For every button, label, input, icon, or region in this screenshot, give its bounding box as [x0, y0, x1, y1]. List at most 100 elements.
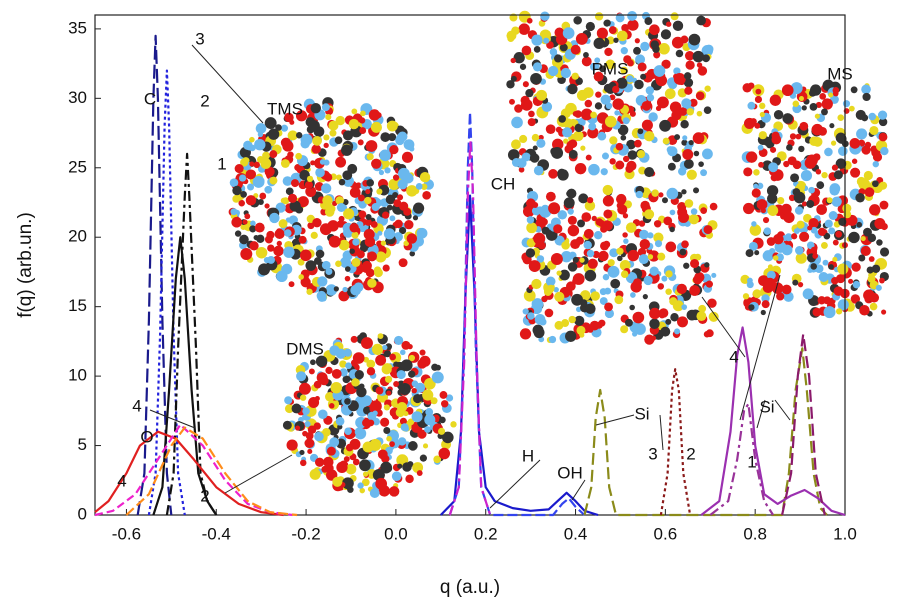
atom [565, 330, 577, 342]
atom [338, 239, 350, 251]
atom [553, 224, 563, 234]
atom [420, 183, 428, 191]
atom [522, 308, 529, 315]
atom [771, 131, 780, 140]
atom [609, 158, 616, 165]
atom [612, 85, 620, 94]
atom [674, 134, 681, 141]
line [781, 333, 826, 516]
atom [533, 45, 541, 53]
atom [627, 249, 639, 262]
atom [399, 417, 407, 425]
atom [673, 67, 681, 75]
atom [381, 364, 392, 375]
atom [602, 195, 614, 207]
atom [851, 158, 858, 164]
atom [663, 216, 673, 226]
atom [560, 251, 573, 263]
atom [812, 307, 822, 317]
atom [398, 226, 407, 235]
atom [324, 463, 334, 473]
atom [323, 142, 329, 149]
atom [371, 202, 380, 212]
atom [417, 429, 427, 439]
atom [575, 32, 588, 45]
atom [260, 158, 272, 169]
atom [234, 230, 242, 237]
atom [563, 138, 569, 144]
atom [581, 212, 592, 222]
atom [599, 288, 607, 296]
atom [686, 108, 694, 116]
atom [692, 274, 703, 285]
atom [567, 224, 580, 237]
atom [386, 390, 392, 396]
atom [382, 264, 390, 272]
atom [630, 292, 636, 298]
atom [528, 110, 535, 118]
atom [282, 420, 292, 430]
atom [319, 376, 329, 386]
atom [658, 192, 664, 198]
atom [529, 153, 540, 163]
atom [297, 196, 309, 208]
atom [809, 136, 819, 147]
x-tick-label: 0.6 [654, 524, 678, 543]
atom [638, 254, 649, 265]
atom [536, 138, 546, 148]
atom [325, 392, 335, 402]
atom [334, 136, 343, 145]
atom [378, 169, 385, 176]
atom [357, 194, 365, 202]
atom [394, 335, 404, 345]
atom [396, 194, 404, 201]
atom [551, 147, 564, 159]
atom [669, 101, 682, 113]
atom [322, 427, 331, 437]
atom [401, 151, 414, 163]
atom [365, 188, 371, 195]
atom [742, 293, 750, 300]
atom [588, 163, 600, 176]
line [94, 423, 293, 517]
atom [562, 27, 575, 39]
atom [607, 265, 620, 278]
atom [363, 406, 372, 415]
atom [858, 254, 866, 262]
atom [356, 386, 367, 398]
atom [294, 164, 302, 172]
atom [531, 34, 543, 46]
atom [254, 222, 265, 233]
atom [852, 280, 861, 289]
atom [795, 246, 804, 255]
atom [583, 228, 594, 239]
atom [759, 102, 766, 110]
atom [618, 198, 626, 206]
atom [831, 277, 839, 285]
atom [599, 65, 607, 73]
annotation: 4 [117, 471, 126, 490]
atom [435, 364, 441, 371]
atom [545, 191, 556, 202]
atom [566, 140, 575, 150]
atom [325, 284, 338, 296]
atom [240, 247, 253, 260]
atom [647, 254, 654, 260]
atom [644, 167, 655, 178]
atom [541, 101, 553, 112]
atom [372, 410, 378, 416]
atom [571, 72, 579, 80]
atom [761, 300, 770, 309]
atom [639, 229, 649, 240]
atom [743, 202, 755, 215]
atom [588, 122, 597, 131]
atom [441, 431, 454, 444]
atom [311, 144, 321, 154]
atom [264, 117, 277, 130]
atom [544, 308, 554, 318]
atom [335, 416, 345, 426]
atom [782, 113, 793, 124]
annotation: H [522, 446, 534, 465]
atom [547, 284, 555, 293]
